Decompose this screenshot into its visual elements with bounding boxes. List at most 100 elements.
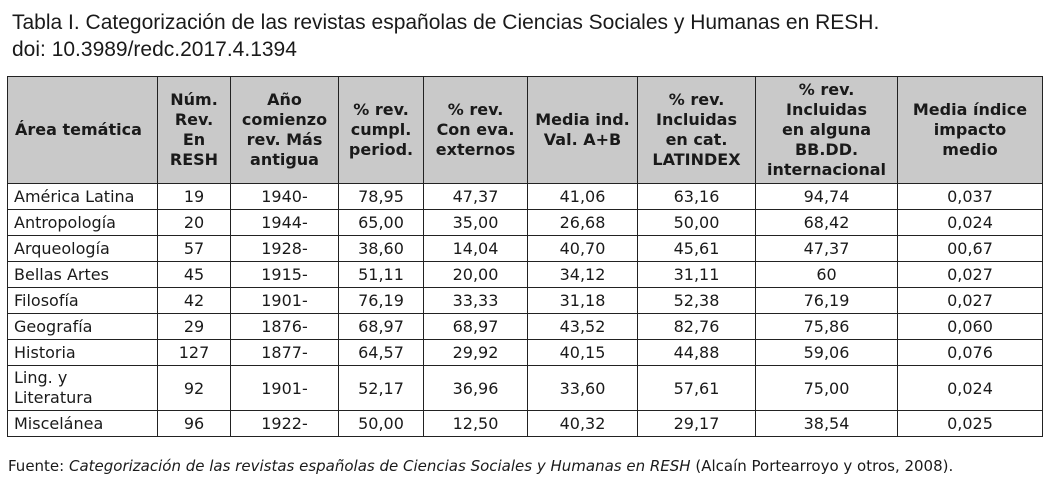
value-cell: 20 (157, 209, 231, 236)
column-header-line: RESH (169, 150, 219, 169)
value-cell: 44,88 (637, 339, 756, 366)
column-header-line: comienzo (241, 110, 328, 129)
value-cell: 68,97 (338, 313, 424, 340)
value-cell: 78,95 (338, 183, 424, 210)
column-header-line: Con eva. (436, 120, 515, 139)
value-cell: 29 (157, 313, 231, 340)
column-header-line: % rev. (447, 100, 504, 119)
value-cell: 57 (157, 235, 231, 262)
value-cell: 47,37 (755, 235, 898, 262)
column-header: Núm. Rev. En RESH (157, 76, 231, 184)
column-header-line: Año (267, 90, 302, 109)
value-cell: 68,42 (755, 209, 898, 236)
table-row: Antropología 20 1944- 65,00 35,00 26,68 50,00 6… (7, 209, 1043, 236)
column-header: % rev. Incluidas en cat. LATINDEX (637, 76, 756, 184)
column-header-line: en cat. (665, 130, 728, 149)
value-cell: 1901- (230, 287, 339, 314)
value-cell: 0,024 (897, 365, 1043, 411)
value-cell: 40,70 (527, 235, 638, 262)
value-cell: 26,68 (527, 209, 638, 236)
table-row: América Latina 19 1940- 78,95 47,37 41,06 63,1… (7, 183, 1043, 210)
value-cell: 0,027 (897, 261, 1043, 288)
column-header-line: Incluidas (656, 110, 737, 129)
value-cell: 14,04 (423, 235, 528, 262)
value-cell: 12,50 (423, 410, 528, 437)
value-cell: 19 (157, 183, 231, 210)
value-cell: 1944- (230, 209, 339, 236)
value-cell: 76,19 (338, 287, 424, 314)
value-cell: 65,00 (338, 209, 424, 236)
column-header: Año comienzo rev. Más antigua (230, 76, 339, 184)
column-header: Media índice impacto medio (897, 76, 1043, 184)
column-header-line: medio (942, 140, 998, 159)
table-row: Ling. y Literatura 92 1901- 52,17 36,96 33,60… (7, 365, 1043, 411)
table-body: América Latina 19 1940- 78,95 47,37 41,06 63,1… (7, 183, 1043, 437)
table-caption: Tabla I. Categorización de las revistas … (12, 9, 879, 63)
value-cell: 36,96 (423, 365, 528, 411)
value-cell: 57,61 (637, 365, 756, 411)
area-cell: Antropología (7, 209, 158, 236)
value-cell: 43,52 (527, 313, 638, 340)
value-cell: 75,00 (755, 365, 898, 411)
column-header-line: Incluidas (786, 100, 867, 119)
table-row: Geografía 29 1876- 68,97 68,97 43,52 82,76 75,8… (7, 313, 1043, 340)
value-cell: 0,076 (897, 339, 1043, 366)
column-header: % rev. cumpl. period. (338, 76, 424, 184)
value-cell: 0,027 (897, 287, 1043, 314)
column-header-line: Núm. (170, 90, 218, 109)
table-row: Bellas Artes 45 1915- 51,11 20,00 34,12 31,11 6… (7, 261, 1043, 288)
column-header: Área temática (7, 76, 158, 184)
value-cell: 1877- (230, 339, 339, 366)
column-header-line: BB.DD. (794, 140, 859, 159)
column-header-line: LATINDEX (652, 150, 741, 169)
value-cell: 52,38 (637, 287, 756, 314)
value-cell: 42 (157, 287, 231, 314)
value-cell: 0,060 (897, 313, 1043, 340)
value-cell: 51,11 (338, 261, 424, 288)
value-cell: 68,97 (423, 313, 528, 340)
value-cell: 1876- (230, 313, 339, 340)
value-cell: 0,037 (897, 183, 1043, 210)
value-cell: 31,11 (637, 261, 756, 288)
value-cell: 31,18 (527, 287, 638, 314)
column-header-line: antigua (250, 150, 319, 169)
area-cell: Arqueología (7, 235, 158, 262)
value-cell: 35,00 (423, 209, 528, 236)
value-cell: 94,74 (755, 183, 898, 210)
value-cell: 92 (157, 365, 231, 411)
value-cell: 33,60 (527, 365, 638, 411)
area-cell: Bellas Artes (7, 261, 158, 288)
value-cell: 1928- (230, 235, 339, 262)
data-table: Área temática Núm. Rev. En RESH Año comienzo re… (7, 76, 1043, 437)
value-cell: 41,06 (527, 183, 638, 210)
value-cell: 50,00 (637, 209, 756, 236)
area-cell: Filosofía (7, 287, 158, 314)
value-cell: 38,54 (755, 410, 898, 437)
area-cell: Miscelánea (7, 410, 158, 437)
caption-title: Tabla I. Categorización de las revistas … (12, 11, 880, 34)
value-cell: 1940- (230, 183, 339, 210)
value-cell: 40,32 (527, 410, 638, 437)
value-cell: 20,00 (423, 261, 528, 288)
column-header-line: Rev. (174, 110, 214, 129)
value-cell: 00,67 (897, 235, 1043, 262)
value-cell: 29,17 (637, 410, 756, 437)
source-title: Categorización de las revistas españolas… (68, 457, 691, 475)
value-cell: 1901- (230, 365, 339, 411)
value-cell: 33,33 (423, 287, 528, 314)
value-cell: 75,86 (755, 313, 898, 340)
source-citation: (Alcaín Portearroyo y otros, 2008). (690, 457, 954, 475)
source-note: Fuente: Categorización de las revistas e… (8, 456, 953, 476)
column-header-line: En (182, 130, 206, 149)
value-cell: 63,16 (637, 183, 756, 210)
column-header: % rev. Con eva. externos (423, 76, 528, 184)
value-cell: 127 (157, 339, 231, 366)
value-cell: 64,57 (338, 339, 424, 366)
value-cell: 45,61 (637, 235, 756, 262)
area-cell: América Latina (7, 183, 158, 210)
source-prefix: Fuente: (8, 457, 69, 475)
column-header-line: Media índice (912, 100, 1028, 119)
value-cell: 82,76 (637, 313, 756, 340)
value-cell: 50,00 (338, 410, 424, 437)
column-header-line: Val. A+B (543, 130, 622, 149)
